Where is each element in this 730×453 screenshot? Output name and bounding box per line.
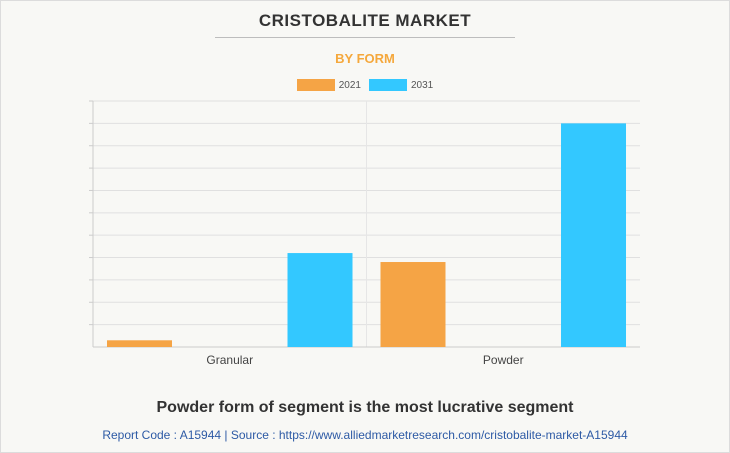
bar-granular-2021 <box>106 340 172 347</box>
legend: 2021 2031 <box>0 79 730 91</box>
source-line: Report Code : A15944 | Source : https://… <box>102 428 628 442</box>
bar-powder-2031 <box>561 123 627 347</box>
legend-swatch-2021 <box>296 79 335 91</box>
x-tick-label: Granular <box>206 353 253 367</box>
legend-label-2021: 2021 <box>338 79 361 91</box>
bar-granular-2031 <box>287 253 353 347</box>
legend-label-2031: 2031 <box>411 79 434 91</box>
legend-item-2031: 2031 <box>369 79 433 91</box>
x-tick-label: Powder <box>483 353 524 367</box>
chart-caption: Powder form of segment is the most lucra… <box>156 399 574 416</box>
legend-swatch-2031 <box>369 79 407 91</box>
legend-item-2021: 2021 <box>296 79 361 91</box>
chart-subtitle: BY FORM <box>335 51 395 66</box>
chart-title: CRISTOBALITE MARKET <box>258 11 472 30</box>
bar-powder-2021 <box>380 262 446 347</box>
title-divider <box>215 37 515 38</box>
